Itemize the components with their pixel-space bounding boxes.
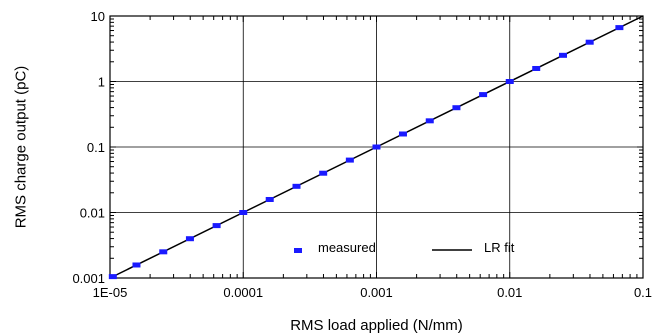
x-tick-label: 0.0001	[223, 285, 263, 300]
measured-point	[532, 65, 541, 71]
marker-layer	[108, 25, 624, 280]
measured-point	[559, 52, 568, 58]
measured-point	[265, 196, 274, 202]
measured-point	[585, 39, 594, 45]
measured-point	[319, 170, 328, 176]
y-tick-label: 0.1	[87, 140, 105, 155]
measured-point	[108, 274, 117, 280]
measured-point	[185, 236, 194, 242]
y-tick-label: 0.001	[72, 271, 105, 286]
measured-point	[345, 157, 354, 163]
x-tick-labels: 1E-05 0.0001 0.001 0.01 0.1	[93, 285, 652, 300]
measured-point	[452, 105, 461, 111]
measured-point	[398, 131, 407, 137]
y-tick-label: 1	[98, 75, 105, 90]
legend-label-measured: measured	[318, 240, 376, 255]
measured-point	[212, 223, 221, 229]
x-tick-label: 1E-05	[93, 285, 128, 300]
measured-point	[239, 210, 248, 215]
measured-point	[425, 118, 434, 124]
measured-point	[132, 262, 141, 268]
y-tick-label: 10	[91, 9, 105, 24]
plot-frame	[109, 15, 644, 279]
measured-point	[292, 183, 301, 189]
y-axis-title: RMS charge output (pC)	[12, 66, 29, 229]
measured-point	[159, 249, 168, 255]
measured-point	[505, 79, 514, 84]
x-tick-label: 0.1	[634, 285, 652, 300]
x-tick-label: 0.01	[497, 285, 522, 300]
measured-point	[615, 25, 624, 31]
legend-marker-measured	[294, 248, 302, 253]
x-tick-label: 0.001	[360, 285, 393, 300]
legend-label-lr-fit: LR fit	[484, 240, 515, 255]
measured-point	[372, 144, 381, 150]
x-axis-title: RMS load applied (N/mm)	[290, 317, 463, 334]
y-tick-label: 0.01	[80, 206, 105, 221]
measured-point	[479, 92, 488, 98]
legend: measured LR fit	[294, 240, 515, 255]
y-tick-labels: 0.001 0.01 0.1 1 10	[72, 9, 105, 286]
